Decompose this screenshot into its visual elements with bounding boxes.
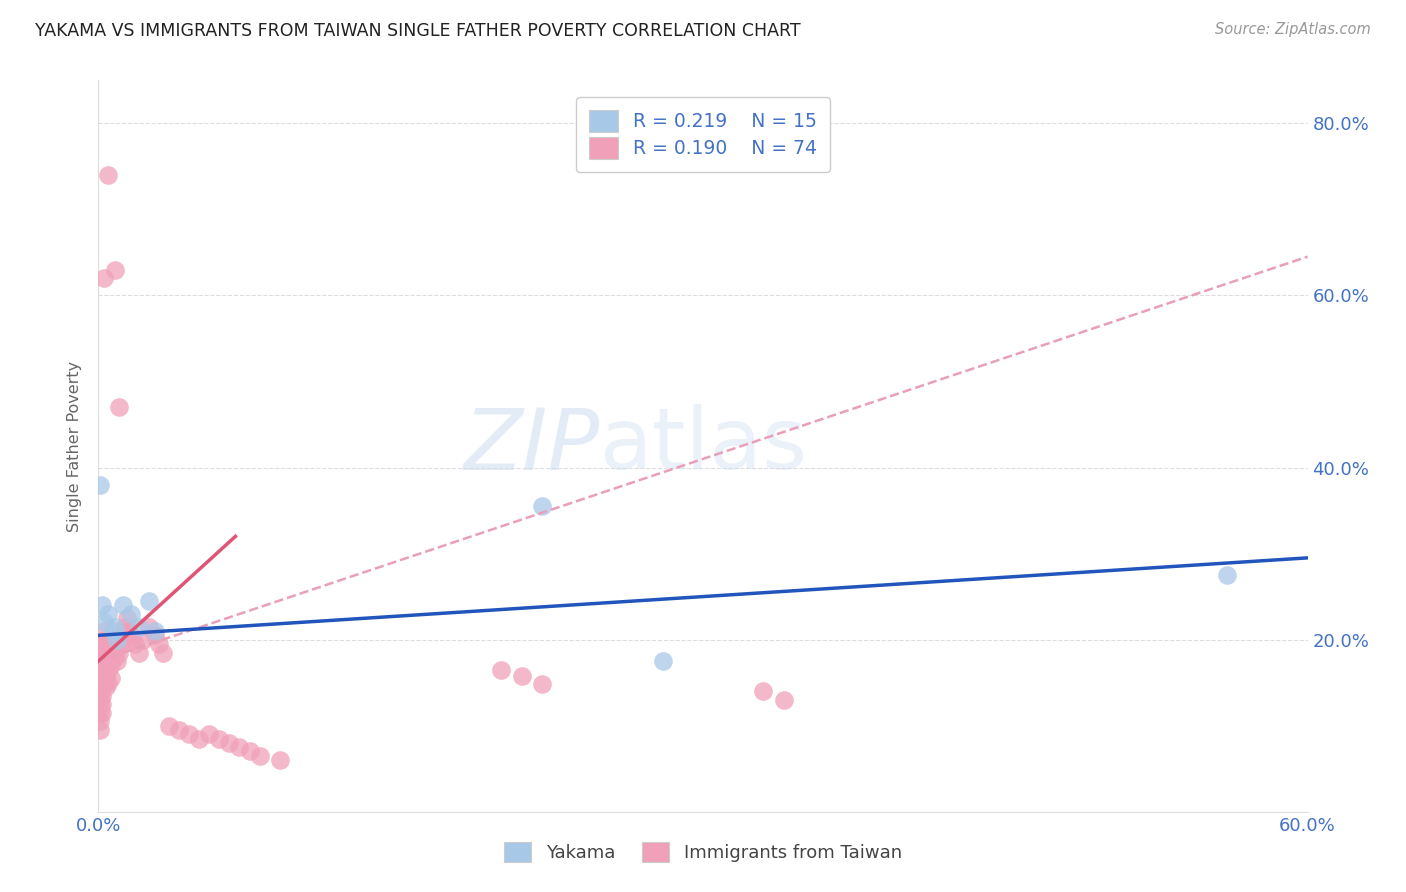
Point [752,684,775,698]
Point [89,723,111,737]
Point [105,641,128,656]
Text: YAKAMA VS IMMIGRANTS FROM TAIWAN SINGLE FATHER POVERTY CORRELATION CHART: YAKAMA VS IMMIGRANTS FROM TAIWAN SINGLE … [35,22,801,40]
Point [120,628,142,642]
Point [97,607,120,621]
Point [228,740,250,755]
Point [101,632,124,647]
Point [167,723,190,737]
Point [91,663,114,677]
Point [239,744,262,758]
Point [91,697,114,711]
Point [93,649,115,664]
Point [103,649,125,664]
Point [120,607,142,621]
Point [89,697,111,711]
Point [530,677,553,691]
Point [96,641,118,656]
Point [89,671,111,685]
Point [89,641,111,656]
Point [97,675,120,690]
Point [89,654,111,668]
Point [100,671,122,685]
Point [100,646,122,660]
Y-axis label: Single Father Poverty: Single Father Poverty [67,360,83,532]
Point [651,654,673,668]
Point [89,714,111,729]
Point [89,689,111,703]
Point [91,646,114,660]
Point [107,401,129,415]
Point [103,620,125,634]
Point [208,731,231,746]
Legend: R = 0.219    N = 15, R = 0.190    N = 74: R = 0.219 N = 15, R = 0.190 N = 74 [576,97,830,172]
Point [124,637,146,651]
Point [91,706,114,720]
Point [89,477,111,491]
Point [105,654,128,668]
Point [128,646,150,660]
Text: atlas: atlas [600,404,808,488]
Point [269,753,291,767]
Point [138,594,160,608]
Point [132,632,155,647]
Point [91,671,114,685]
Point [93,271,115,285]
Point [1216,568,1239,582]
Point [157,719,180,733]
Point [111,598,134,612]
Point [96,680,118,694]
Point [198,727,221,741]
Point [103,262,125,277]
Point [100,658,122,673]
Text: Source: ZipAtlas.com: Source: ZipAtlas.com [1215,22,1371,37]
Point [188,731,211,746]
Text: ZIP: ZIP [464,404,600,488]
Point [510,669,533,683]
Point [101,646,124,660]
Point [97,168,120,182]
Point [772,693,794,707]
Point [249,748,271,763]
Point [107,646,129,660]
Point [96,654,118,668]
Point [93,637,115,651]
Point [179,727,201,741]
Point [114,620,136,634]
Point [111,628,134,642]
Point [93,675,115,690]
Point [138,620,160,634]
Point [96,632,118,647]
Point [93,624,115,638]
Point [91,680,114,694]
Point [143,628,166,642]
Point [91,689,114,703]
Point [89,680,111,694]
Point [91,654,114,668]
Point [110,637,132,651]
Point [152,646,174,660]
Point [491,663,513,677]
Point [93,663,115,677]
Point [97,663,120,677]
Point [97,637,120,651]
Point [97,649,120,664]
Point [96,667,118,681]
Point [89,663,111,677]
Point [91,598,114,612]
Point [143,624,166,638]
Point [530,500,553,514]
Point [105,632,128,647]
Point [93,615,115,630]
Point [89,706,111,720]
Point [218,736,240,750]
Point [103,637,125,651]
Point [121,632,143,647]
Point [128,620,150,634]
Point [115,611,138,625]
Point [118,624,141,638]
Point [148,637,170,651]
Legend: Yakama, Immigrants from Taiwan: Yakama, Immigrants from Taiwan [496,834,910,870]
Point [101,624,124,638]
